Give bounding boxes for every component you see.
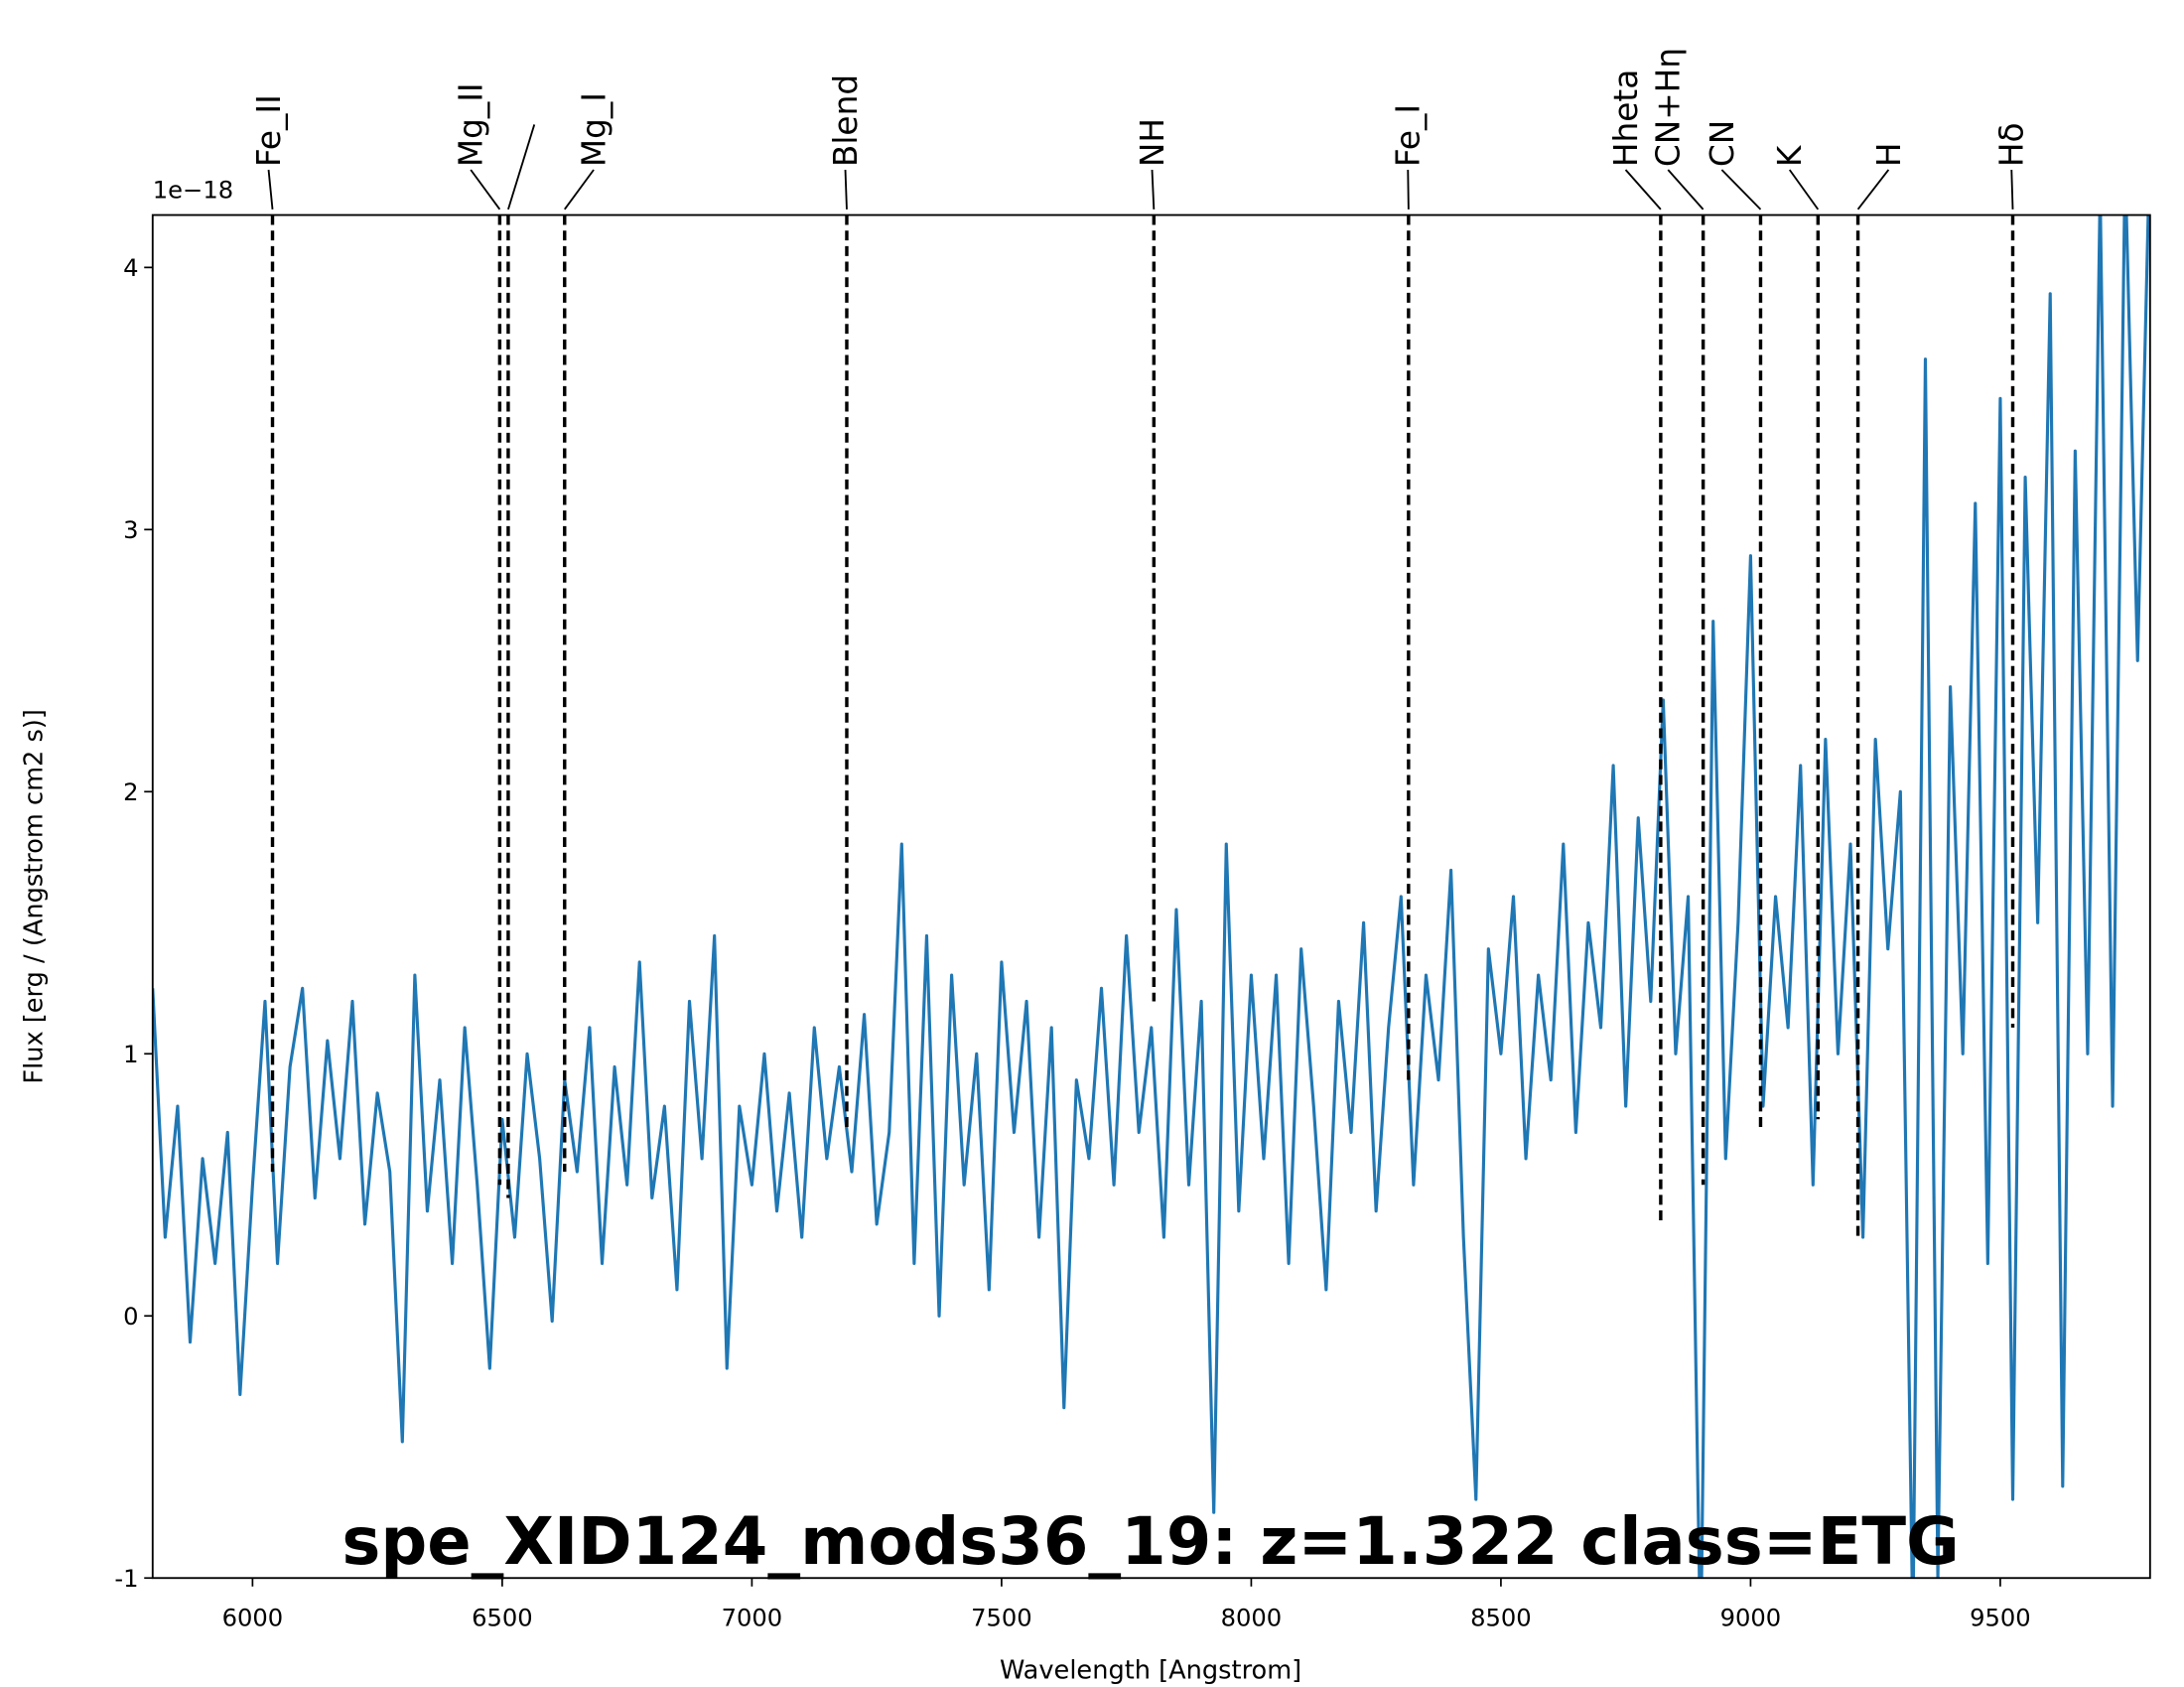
line-label: CN [1704, 120, 1741, 167]
leader-line [1151, 169, 1156, 210]
line-label: Hheta [1607, 70, 1645, 167]
x-tick-label: 6000 [222, 1605, 284, 1632]
leader-line [564, 169, 595, 211]
x-tick-label: 7500 [971, 1605, 1032, 1632]
y-tick-label: 0 [123, 1303, 138, 1331]
leader-line [1407, 169, 1410, 210]
plot-area [152, 214, 2150, 1579]
leader-line [470, 169, 501, 211]
line-label: Fe_I [1390, 104, 1428, 167]
y-tick-label: -1 [114, 1565, 138, 1593]
axes-frame [151, 213, 2151, 1580]
y-tick-label: 4 [123, 254, 138, 282]
x-tick-label: 6500 [472, 1605, 533, 1632]
x-tick-label: 9500 [1970, 1605, 2031, 1632]
leader-line [844, 169, 848, 210]
y-axis-label: Flux [erg / (Angstrom cm2 s)] [20, 709, 50, 1083]
line-label: CN+Hη [1650, 48, 1688, 167]
leader-line [1856, 169, 1890, 211]
leader-line [2010, 169, 2014, 210]
offset-label: 1e−18 [153, 176, 233, 204]
y-tick-label: 1 [123, 1041, 138, 1068]
x-tick-label: 7000 [722, 1605, 783, 1632]
line-label: Fe_II [250, 94, 288, 167]
y-tick-label: 3 [123, 516, 138, 544]
x-tick-label: 9000 [1720, 1605, 1782, 1632]
line-label: Blend [827, 74, 865, 167]
chart-title: spe_XID124_mods36_19: z=1.322 class=ETG [341, 1504, 1959, 1580]
leader-line [507, 124, 536, 211]
line-label: Mg_II [453, 82, 490, 167]
leader-line [1788, 169, 1820, 211]
y-tick-label: 2 [123, 778, 138, 806]
line-label: Hδ [1993, 122, 2031, 167]
line-label: NH [1134, 118, 1171, 167]
leader-line [1667, 169, 1705, 211]
leader-line [1720, 169, 1762, 211]
leader-line [267, 169, 274, 210]
x-tick-label: 8000 [1221, 1605, 1283, 1632]
line-label: K [1771, 144, 1809, 167]
spectrum-line [152, 214, 2150, 1579]
line-label: Mg_I [575, 92, 613, 167]
leader-line [1624, 169, 1662, 211]
x-tick-label: 8500 [1470, 1605, 1532, 1632]
line-label: H [1870, 143, 1908, 168]
x-axis-label: Wavelength [Angstrom] [1000, 1655, 1301, 1685]
